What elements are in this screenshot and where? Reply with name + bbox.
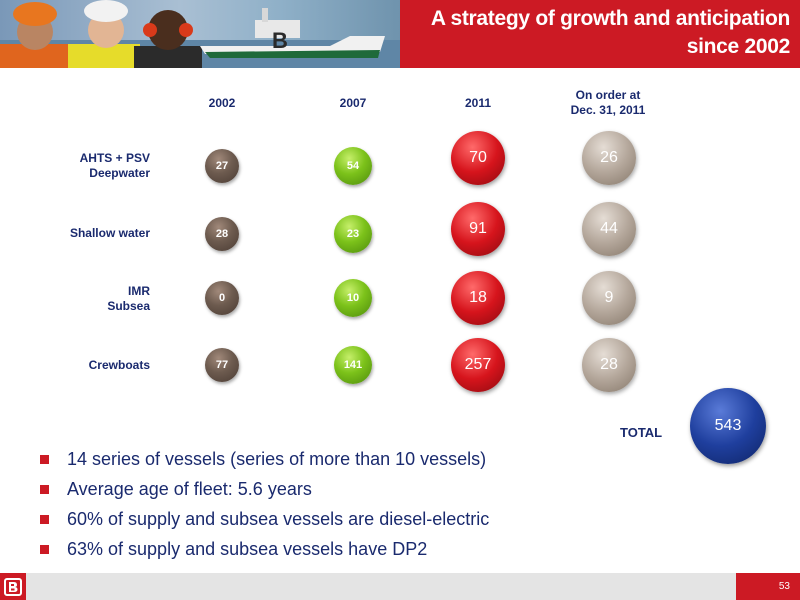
value-circle-on-order: 28 <box>582 338 636 392</box>
value-circle-2002: 28 <box>205 217 239 251</box>
column-header-2002: 2002 <box>208 96 236 110</box>
bullet-square-icon <box>40 484 49 494</box>
value-circle-on-order: 9 <box>582 271 636 325</box>
page-number: 53 <box>736 573 800 600</box>
bullet-text: 60% of supply and subsea vessels are die… <box>67 508 490 529</box>
total-label: TOTAL <box>620 425 663 440</box>
value-circle-2011: 18 <box>451 271 505 325</box>
header-photo-illustration: B <box>0 0 400 68</box>
row-label-line1: Crewboats <box>88 358 150 372</box>
slide-title: A strategy of growth and anticipation si… <box>400 0 800 68</box>
column-header-on-order-line2: Dec. 31, 2011 <box>570 103 646 117</box>
bullet-text: Average age of fleet: 5.6 years <box>67 478 312 499</box>
value-circle-2011: 70 <box>451 131 505 185</box>
row-label-line2: Deepwater <box>89 166 150 180</box>
value-circle-2007: 54 <box>334 147 372 185</box>
row-label-line1: Shallow water <box>69 226 150 240</box>
list-item: 14 series of vessels (series of more tha… <box>40 444 660 474</box>
column-header-2011: 2011 <box>464 96 492 110</box>
row-label-line1: IMR <box>128 284 150 298</box>
value-circle-on-order: 26 <box>582 131 636 185</box>
row-label-line2: Subsea <box>107 299 150 313</box>
slide-title-line2: since 2002 <box>686 35 791 58</box>
slide-header: B A strategy of growth and anticipation … <box>0 0 800 68</box>
value-circle-2011: 257 <box>451 338 505 392</box>
value-circle-2002: 0 <box>205 281 239 315</box>
total-circle: 543 <box>690 388 766 464</box>
list-item: 60% of supply and subsea vessels are die… <box>40 504 660 534</box>
row-label-ahts-psv: AHTS + PSV Deepwater <box>10 151 150 181</box>
row-label-imr-subsea: IMR Subsea <box>10 284 150 314</box>
value-circle-2011: 91 <box>451 202 505 256</box>
b-logo-icon <box>4 577 22 596</box>
list-item: Average age of fleet: 5.6 years <box>40 474 660 504</box>
list-item: 63% of supply and subsea vessels have DP… <box>40 534 660 564</box>
bullet-square-icon <box>40 544 49 554</box>
header-photo: B <box>0 0 400 68</box>
value-circle-2002: 77 <box>205 348 239 382</box>
column-header-on-order-line1: On order at <box>575 88 641 102</box>
value-circle-2007: 141 <box>334 346 372 384</box>
column-header-2007: 2007 <box>339 96 367 110</box>
value-circle-2007: 10 <box>334 279 372 317</box>
bullet-list: 14 series of vessels (series of more tha… <box>40 444 660 564</box>
row-label-shallow-water: Shallow water <box>10 226 150 241</box>
bullet-square-icon <box>40 454 49 464</box>
value-circle-on-order: 44 <box>582 202 636 256</box>
value-circle-2002: 27 <box>205 149 239 183</box>
bullet-text: 14 series of vessels (series of more tha… <box>67 448 487 469</box>
company-logo <box>0 573 26 600</box>
row-label-crewboats: Crewboats <box>10 358 150 373</box>
slide-footer: 53 <box>0 573 800 600</box>
svg-text:B: B <box>272 28 288 53</box>
bullet-square-icon <box>40 514 49 524</box>
bullet-text: 63% of supply and subsea vessels have DP… <box>67 538 428 559</box>
value-circle-2007: 23 <box>334 215 372 253</box>
column-header-on-order: On order at Dec. 31, 2011 <box>558 88 658 118</box>
row-label-line1: AHTS + PSV <box>79 151 150 165</box>
slide-title-line1: A strategy of growth and anticipation <box>430 7 790 30</box>
